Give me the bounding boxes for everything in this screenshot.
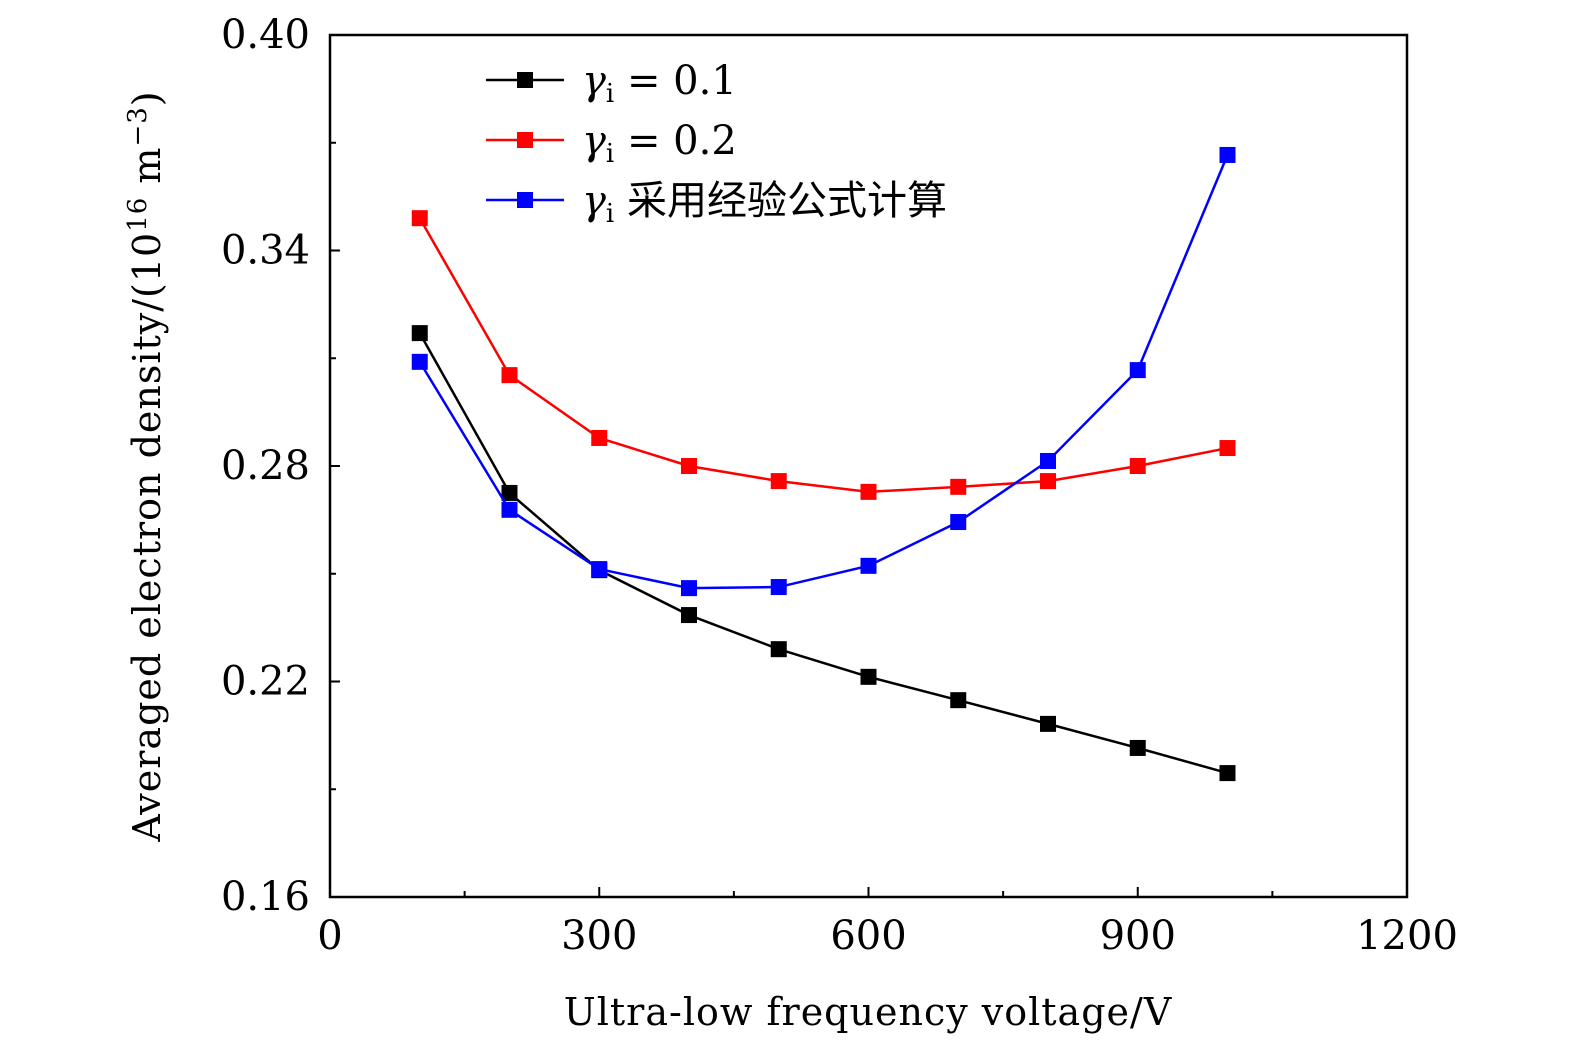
legend-marker (517, 72, 533, 88)
x-tick-label: 300 (561, 913, 637, 959)
legend: γi = 0.1 γi = 0.2 γi 采用经验公式计算 (486, 58, 947, 229)
data-point (1040, 473, 1056, 490)
data-point (860, 557, 877, 574)
data-point (770, 579, 787, 596)
y-tick-label: 0.40 (221, 12, 310, 58)
legend-label: γi = 0.2 (582, 118, 737, 169)
data-point (501, 484, 518, 501)
y-tick-label: 0.22 (221, 659, 310, 705)
data-point (1129, 458, 1146, 474)
data-point (681, 607, 697, 624)
series-line (418, 154, 1229, 590)
data-point (591, 429, 608, 446)
data-point (860, 668, 877, 685)
series-line (418, 217, 1228, 494)
data-point (950, 478, 967, 495)
series-2 (411, 210, 1236, 500)
data-point (770, 641, 787, 658)
legend-marker (517, 132, 533, 148)
data-point (860, 483, 877, 500)
y-tick-label: 0.28 (221, 443, 310, 489)
x-tick-label: 0 (317, 913, 342, 959)
data-point (950, 692, 967, 709)
data-point (501, 367, 518, 384)
plot-frame (328, 33, 1409, 899)
data-point (1040, 452, 1056, 469)
legend-marker (517, 192, 533, 208)
data-point (1219, 765, 1236, 782)
y-tick-label: 0.16 (221, 874, 310, 920)
data-point (1040, 715, 1056, 732)
data-point (950, 514, 967, 531)
data-point (411, 325, 428, 342)
data-point (411, 353, 428, 370)
y-axis-label: Averaged electron density/(1016 m−3) (123, 90, 169, 842)
data-point (681, 458, 697, 474)
legend-label: γi 采用经验公式计算 (582, 178, 947, 229)
data-point (1129, 362, 1146, 379)
series-line (418, 332, 1228, 775)
data-point (411, 210, 428, 227)
data-point (1129, 739, 1146, 756)
x-axis-label: Ultra-low frequency voltage/V (564, 990, 1173, 1034)
data-point (1219, 440, 1236, 457)
series-group (411, 146, 1236, 782)
x-tick-label: 600 (830, 913, 906, 959)
x-tick-label: 900 (1100, 913, 1176, 959)
x-tick-label: 1200 (1356, 913, 1458, 959)
data-point (1219, 146, 1236, 163)
data-point (591, 561, 608, 578)
legend-label: γi = 0.1 (582, 58, 737, 109)
data-point (681, 580, 697, 597)
series-3 (411, 146, 1236, 597)
y-tick-label: 0.34 (221, 228, 310, 274)
data-point (501, 501, 518, 518)
data-point (770, 473, 787, 490)
axis-ticks: 0 300 600 900 1200 0.16 0.22 0.28 0.34 0.40 (221, 12, 1458, 959)
